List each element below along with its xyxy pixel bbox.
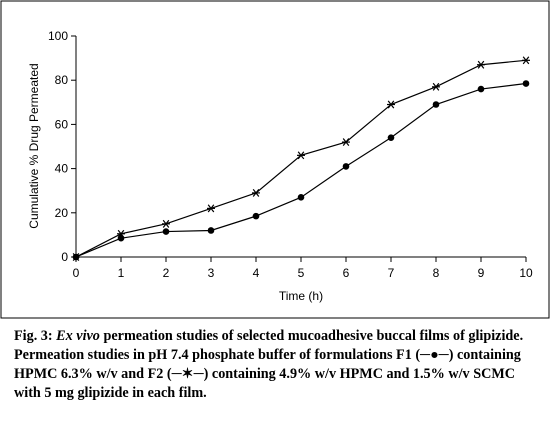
- y-axis-title: Cumulative % Drug Permeated: [27, 63, 41, 228]
- data-point: [117, 229, 125, 238]
- y-tick-label: 80: [55, 73, 69, 87]
- data-point: [522, 56, 530, 65]
- series-group: [72, 56, 530, 261]
- data-point: [432, 101, 440, 108]
- x-tick-label: 7: [388, 266, 395, 280]
- data-point: [207, 227, 215, 234]
- y-ticks: 0 20 40 60 80 100: [48, 29, 76, 264]
- y-tick-label: 20: [55, 206, 69, 220]
- x-tick-label: 5: [298, 266, 305, 280]
- data-point: [297, 194, 305, 201]
- x-tick-label: 9: [478, 266, 485, 280]
- caption-fig-label: Fig. 3:: [14, 328, 53, 344]
- caption-title-text: permeation studies of selected mucoadhes…: [103, 328, 524, 344]
- chart: 0 20 40 60 80 100 0 1 2 3 4 5 6 7 8 9 10 Time (h) Cumul…: [0, 0, 550, 319]
- data-point: [387, 134, 395, 141]
- data-point: [477, 60, 485, 69]
- data-point: [207, 204, 215, 213]
- y-tick-label: 60: [55, 117, 69, 131]
- data-point: [72, 253, 80, 261]
- caption-description: Permeation studies in pH 7.4 phosphate b…: [14, 347, 521, 401]
- data-point: [162, 228, 170, 235]
- y-tick-label: 40: [55, 162, 69, 176]
- series-line: [75, 82, 527, 258]
- x-tick-label: 2: [163, 266, 170, 280]
- series-f2: [72, 56, 530, 261]
- caption-italic-term: Ex vivo: [56, 328, 100, 344]
- chart-frame: [0, 0, 550, 319]
- x-tick-label: 4: [253, 266, 260, 280]
- series-line: [75, 59, 527, 258]
- data-point: [342, 163, 350, 170]
- x-tick-label: 0: [73, 266, 80, 280]
- data-point: [162, 219, 170, 228]
- data-point: [432, 82, 440, 91]
- data-point: [477, 85, 485, 93]
- series-f1: [72, 80, 530, 261]
- data-point: [297, 151, 305, 160]
- data-point: [252, 212, 260, 220]
- y-tick-label: 0: [61, 250, 68, 264]
- data-point: [522, 80, 530, 87]
- x-tick-label: 8: [433, 266, 440, 280]
- x-tick-label: 1: [118, 266, 125, 280]
- caption-title: Fig. 3: Ex vivo permeation studies of se…: [14, 327, 542, 346]
- x-tick-label: 10: [519, 266, 533, 280]
- data-point: [387, 100, 395, 109]
- x-ticks: 0 1 2 3 4 5 6 7 8 9 10: [73, 257, 533, 280]
- x-tick-label: 6: [343, 266, 350, 280]
- y-tick-label: 100: [48, 29, 68, 43]
- data-point: [252, 188, 260, 197]
- figure-caption: Fig. 3: Ex vivo permeation studies of se…: [14, 327, 542, 403]
- x-axis-title: Time (h): [279, 289, 323, 303]
- x-tick-label: 3: [208, 266, 215, 280]
- data-point: [342, 138, 350, 147]
